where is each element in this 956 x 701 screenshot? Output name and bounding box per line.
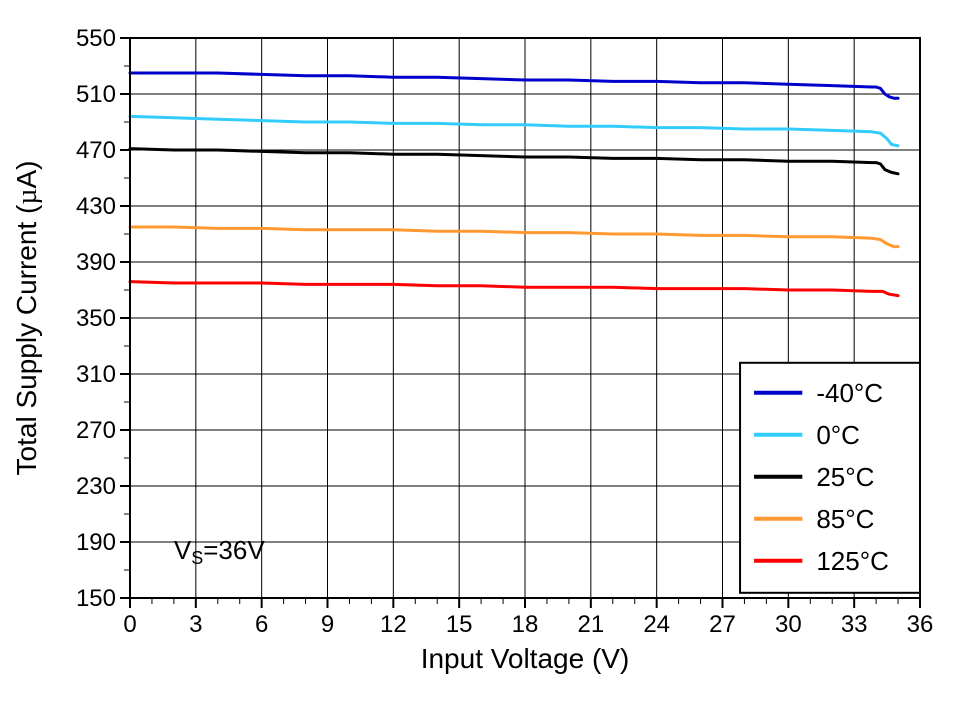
y-tick-label: 550: [76, 25, 116, 52]
y-tick-label: 230: [76, 473, 116, 500]
y-tick-label: 270: [76, 417, 116, 444]
x-tick-label: 6: [255, 611, 268, 638]
y-axis-label: Total Supply Current (µA): [11, 161, 43, 476]
x-tick-label: 15: [446, 611, 473, 638]
y-tick-label: 430: [76, 193, 116, 220]
x-tick-label: 3: [189, 611, 202, 638]
legend-label: -40°C: [816, 378, 883, 408]
x-tick-label: 18: [512, 611, 539, 638]
y-tick-label: 510: [76, 81, 116, 108]
y-tick-label: 310: [76, 361, 116, 388]
y-tick-label: 470: [76, 137, 116, 164]
annotation-vs: VS=36V: [174, 535, 265, 568]
legend-label: 85°C: [816, 504, 874, 534]
y-tick-label: 190: [76, 529, 116, 556]
x-tick-label: 27: [709, 611, 736, 638]
x-tick-label: 12: [380, 611, 407, 638]
legend-label: 0°C: [816, 420, 860, 450]
line-chart: 0369121518212427303336150190230270310350…: [0, 0, 956, 701]
y-tick-label: 150: [76, 585, 116, 612]
x-tick-label: 21: [577, 611, 604, 638]
x-axis-label: Input Voltage (V): [421, 643, 630, 674]
x-tick-label: 30: [775, 611, 802, 638]
y-tick-label: 350: [76, 305, 116, 332]
x-tick-label: 9: [321, 611, 334, 638]
chart-background: [0, 0, 956, 701]
legend-label: 125°C: [816, 546, 889, 576]
legend-label: 25°C: [816, 462, 874, 492]
y-tick-label: 390: [76, 249, 116, 276]
x-tick-label: 36: [907, 611, 934, 638]
x-tick-label: 24: [643, 611, 670, 638]
x-tick-label: 33: [841, 611, 868, 638]
x-tick-label: 0: [123, 611, 136, 638]
